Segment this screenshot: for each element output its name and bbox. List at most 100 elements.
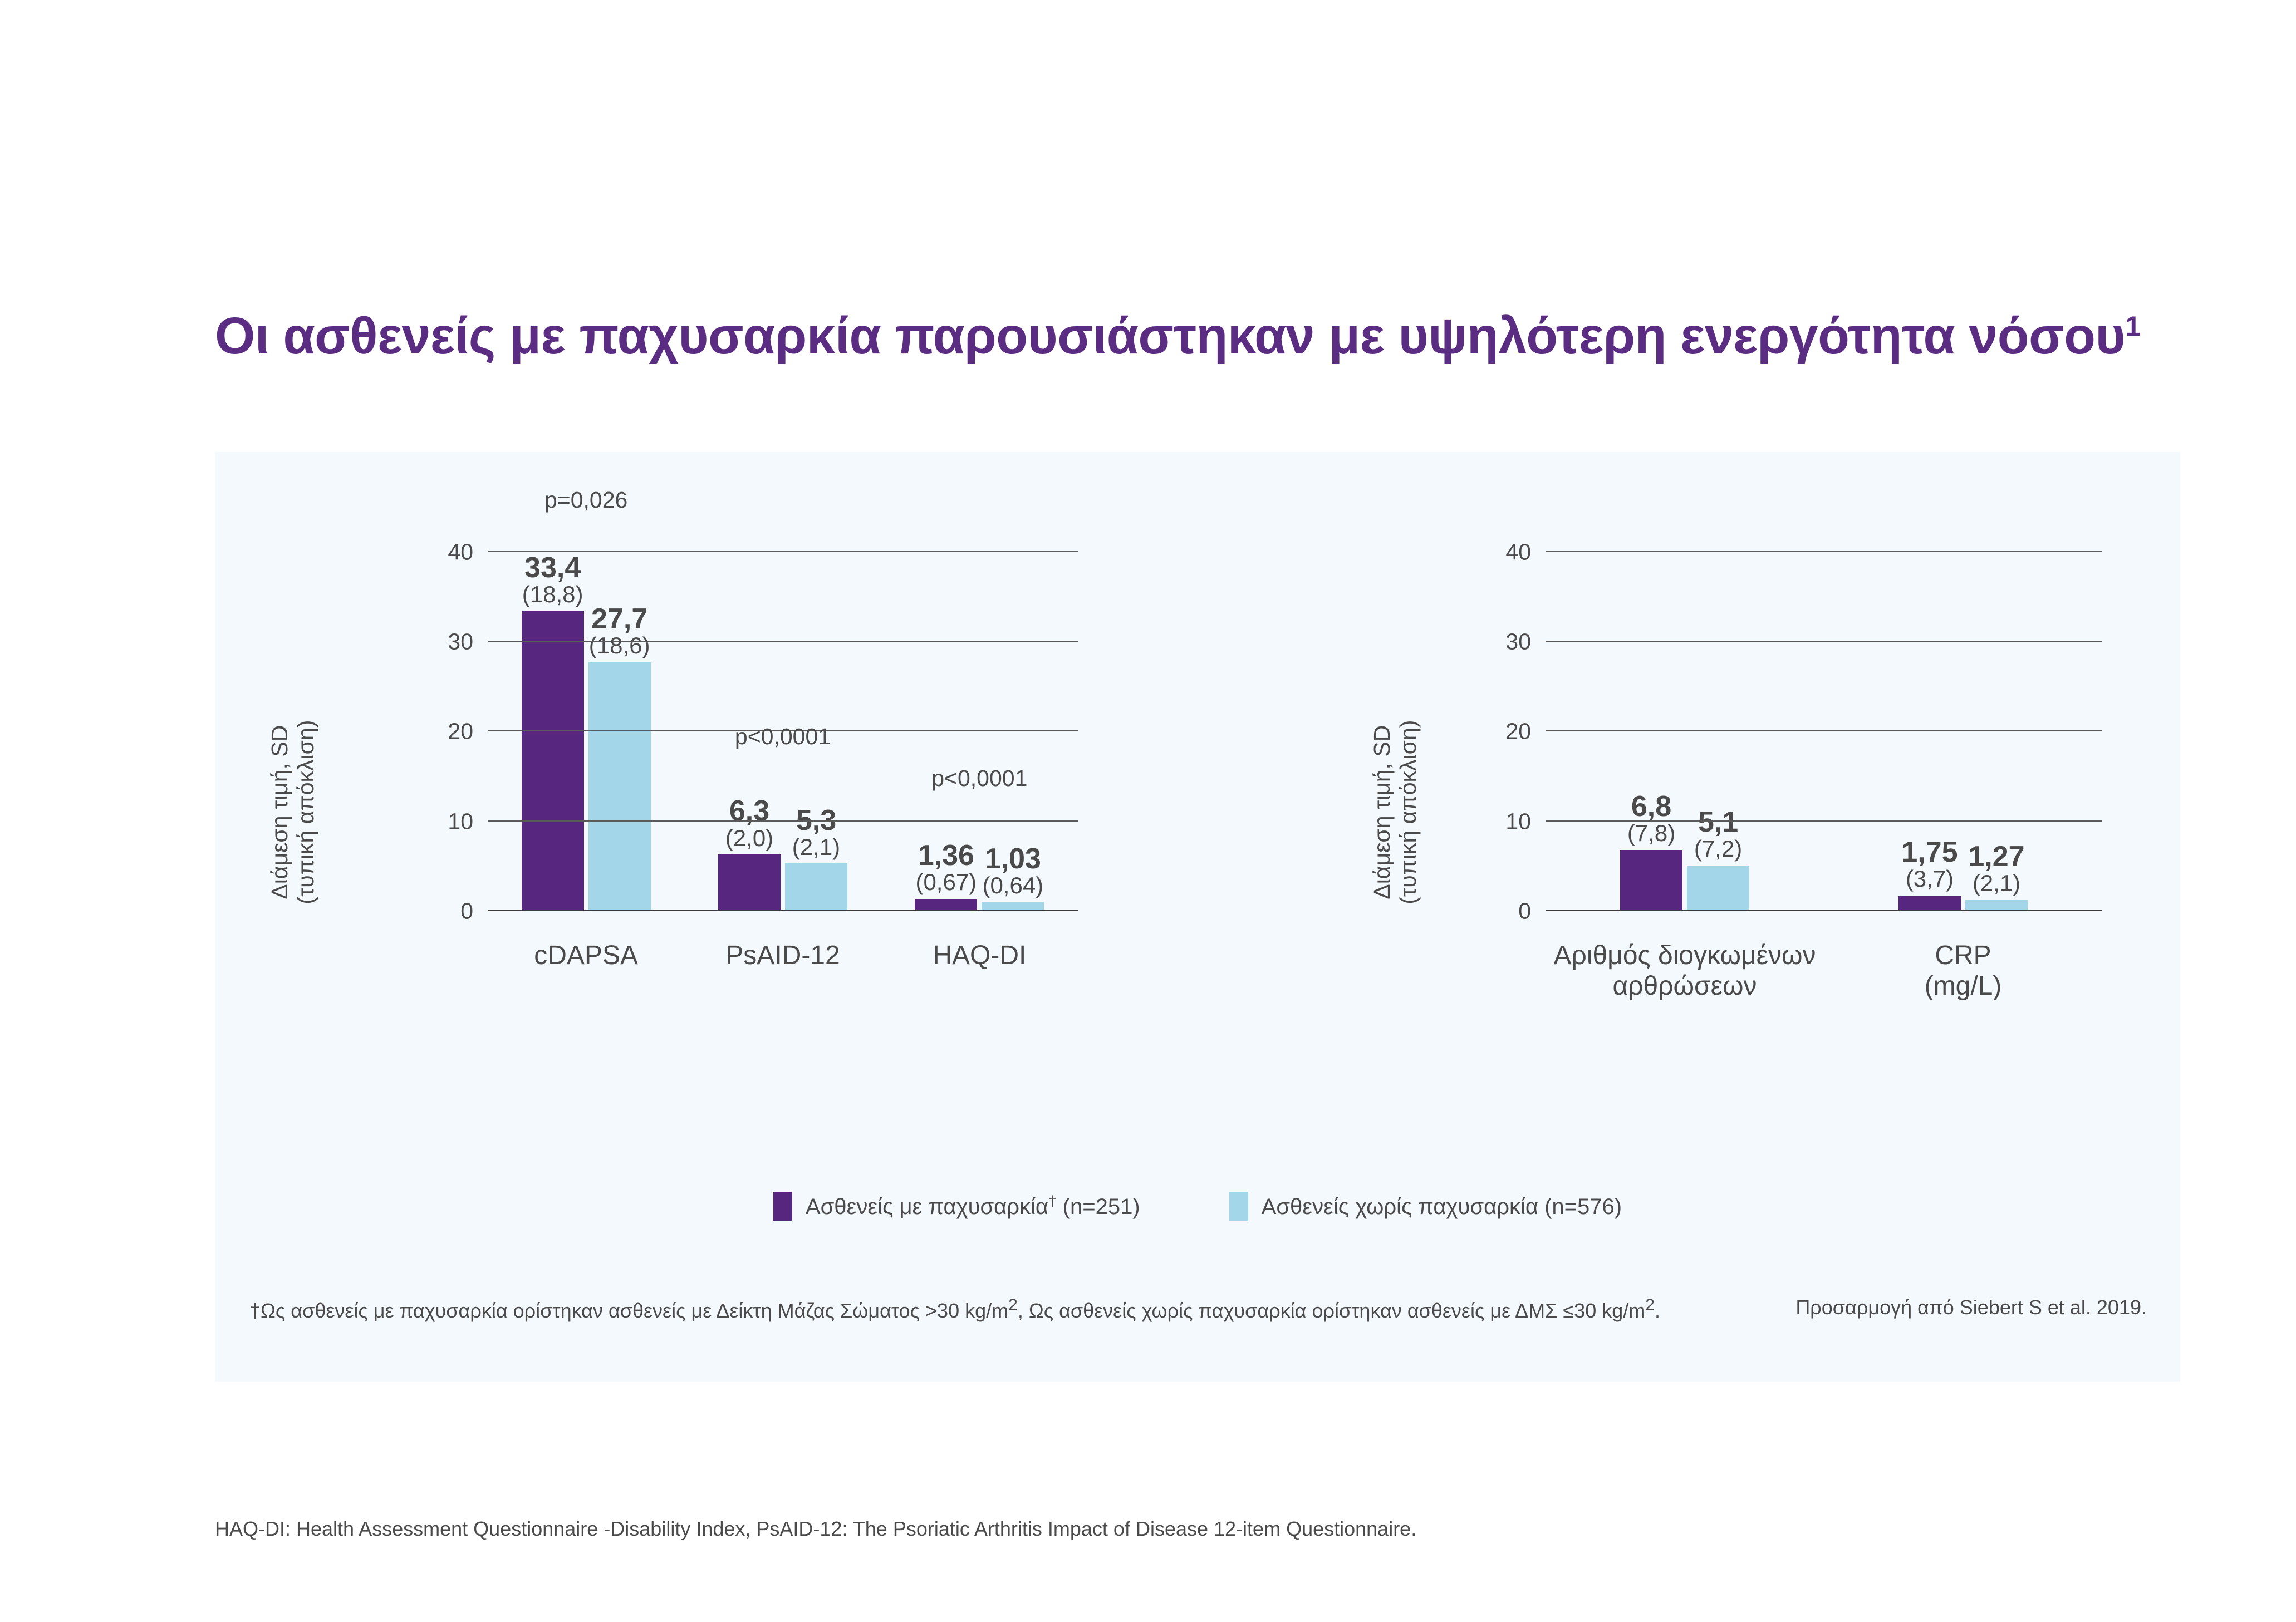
p-value-label: p<0,0001: [931, 765, 1028, 791]
footnote-definition: †Ως ασθενείς με παχυσαρκία ορίστηκαν ασθ…: [249, 1296, 1660, 1322]
y-tick-label-0: 0: [1518, 898, 1531, 924]
chart-panel: Διάμεση τιμή, SD (τυπική απόκλιση) 33,4(…: [215, 452, 2180, 1382]
x-tick-label: HAQ-DI: [933, 940, 1026, 971]
bar-nonobese[interactable]: [588, 662, 651, 911]
bar-value-label: 33,4 (18,8): [522, 553, 583, 607]
bar-sd: (2,1): [792, 833, 841, 860]
footnote-superscript: 2: [1645, 1296, 1655, 1314]
bar-sd: (18,8): [522, 581, 583, 608]
bar-value-label: 1,36 (0,67): [915, 841, 977, 894]
plot-area-right: 6,8 (7,8) 5,1 (7,2) 1,75 (3,7) 1,27 (2,1) 0 10 20…: [1505, 516, 2102, 1001]
bar-value: 1,36: [918, 839, 974, 872]
bar-nonobese[interactable]: [1965, 900, 2028, 911]
bar-value: 5,1: [1698, 805, 1739, 838]
bar-wrapper: 5,1 (7,2): [1687, 516, 1749, 911]
bar-nonobese[interactable]: [784, 863, 847, 911]
bar-value-label: 5,1 (7,2): [1694, 805, 1742, 861]
bar-obese[interactable]: [1620, 850, 1682, 911]
bar-value-label: 1,27 (2,1): [1968, 842, 2024, 896]
page-title-text: Οι ασθενείς με παχυσαρκία παρουσιάστηκαν…: [215, 307, 2126, 365]
bar-value-label: 27,7 (18,6): [589, 604, 650, 658]
bar-group: 6,8 (7,8) 5,1 (7,2): [1620, 516, 1749, 911]
chart-right: Διάμεση τιμή, SD (τυπική απόκλιση) 6,8 (7…: [1273, 452, 2180, 1382]
page-title: Οι ασθενείς με παχυσαρκία παρουσιάστηκαν…: [215, 307, 2163, 364]
bar-value: 1,75: [1901, 835, 1958, 868]
bar-value-label: 1,03 (0,64): [982, 844, 1043, 898]
p-value-label: p<0,0001: [734, 724, 831, 749]
x-tick-line: CRP: [1935, 941, 1991, 970]
bar-obese[interactable]: [718, 854, 781, 911]
legend-swatch: [773, 1192, 792, 1221]
y-tick-label-10: 10: [448, 808, 473, 834]
bar-sd: (0,67): [915, 869, 977, 896]
y-axis-title-left-line2: (τυπική απόκλιση): [293, 720, 318, 905]
x-tick-line: Αριθμός διογκωμένων: [1553, 941, 1816, 970]
x-tick-line: cDAPSA: [534, 941, 639, 970]
bar-group: 1,75 (3,7) 1,27 (2,1): [1898, 516, 2028, 911]
y-tick-label-30: 30: [1505, 628, 1531, 655]
gridline-0: 0: [1518, 898, 2102, 924]
bar-wrapper: 5,3 (2,1): [784, 516, 847, 911]
bar-sd: (2,0): [725, 824, 774, 851]
gridline-40: 40: [1505, 539, 2102, 564]
bar-wrapper: 1,36 (0,67): [915, 516, 978, 911]
bar-wrapper: 1,27 (2,1): [1965, 516, 2028, 911]
gridline-30: 30: [448, 628, 1078, 654]
bar-value: 6,3: [729, 795, 770, 828]
y-axis-title-left-line1: Διάμεση τιμή, SD: [266, 725, 292, 900]
y-tick-label-20: 20: [1505, 718, 1531, 744]
y-tick-label-10: 10: [1505, 808, 1531, 834]
gridline-0: 0: [460, 898, 1078, 924]
x-tick-label: CRP (mg/L): [1925, 940, 2002, 1001]
p-value-label: p=0,026: [544, 487, 628, 513]
bar-obese[interactable]: [915, 899, 978, 911]
bar-group: 1,36 (0,67) 1,03 (0,64): [915, 516, 1044, 911]
bar-group: 33,4 (18,8) 27,7 (18,6): [521, 516, 651, 911]
legend-item[interactable]: Ασθενείς με παχυσαρκία† (n=251): [773, 1192, 1140, 1221]
legend-label: Ασθενείς χωρίς παχυσαρκία (n=576): [1261, 1194, 1622, 1219]
bar-value: 1,03: [984, 842, 1041, 875]
y-axis-title-right-line2: (τυπική απόκλιση): [1395, 720, 1421, 905]
bar-obese[interactable]: [521, 611, 584, 911]
bar-sd: (0,64): [982, 872, 1044, 898]
y-axis-title-right: Διάμεση τιμή, SD (τυπική απόκλιση): [1369, 640, 1421, 985]
y-axis-title-right-line1: Διάμεση τιμή, SD: [1368, 725, 1395, 900]
bar-value-label: 6,8 (7,8): [1627, 792, 1675, 846]
legend-superscript: †: [1048, 1192, 1057, 1210]
bar-sd: (2,1): [1972, 869, 2021, 896]
bar-sd: (18,6): [588, 632, 650, 659]
bar-wrapper: 33,4 (18,8): [521, 516, 584, 911]
y-tick-label-40: 40: [1505, 539, 1531, 565]
bar-wrapper: 1,03 (0,64): [982, 516, 1044, 911]
bar-value: 6,8: [1631, 790, 1672, 823]
abbreviations-note: HAQ-DI: Health Assessment Questionnaire …: [215, 1517, 1417, 1540]
legend-label: Ασθενείς με παχυσαρκία† (n=251): [805, 1192, 1140, 1219]
y-tick-label-20: 20: [448, 718, 473, 744]
footnote-superscript: 2: [1008, 1296, 1018, 1314]
x-tick-line: PsAID-12: [725, 941, 840, 970]
bar-value: 5,3: [796, 804, 837, 837]
gridline-30: 30: [1505, 628, 2102, 654]
y-tick-label-0: 0: [460, 898, 473, 924]
bar-value: 1,27: [1968, 840, 2025, 873]
chart-legend: Ασθενείς με παχυσαρκία† (n=251) Ασθενείς …: [215, 1192, 2180, 1221]
bar-nonobese[interactable]: [982, 902, 1044, 911]
gridline-10: 10: [448, 808, 1078, 834]
bar-wrapper: 27,7 (18,6): [588, 516, 651, 911]
y-tick-label-40: 40: [448, 539, 473, 565]
bar-nonobese[interactable]: [1687, 865, 1749, 911]
bar-sd: (3,7): [1905, 865, 1954, 892]
gridline-10: 10: [1505, 808, 2102, 834]
page-title-superscript: 1: [2125, 311, 2141, 342]
bar-group: 6,3 (2,0) 5,3 (2,1): [718, 516, 847, 911]
legend-swatch: [1229, 1192, 1248, 1221]
plot-area-left: 33,4 (18,8) 27,7 (18,6) 6,3 (2,0) 5,3 (2,1) 1,36…: [448, 487, 1078, 970]
x-tick-label: Αριθμός διογκωμένων αρθρώσεων: [1554, 940, 1816, 1001]
legend-item[interactable]: Ασθενείς χωρίς παχυσαρκία (n=576): [1229, 1192, 1622, 1221]
bar-wrapper: 1,75 (3,7): [1898, 516, 1961, 911]
y-tick-label-30: 30: [448, 628, 473, 655]
bar-value-label: 6,3 (2,0): [725, 797, 773, 850]
bar-sd: (7,8): [1627, 820, 1676, 847]
bar-groups-right: 6,8 (7,8) 5,1 (7,2) 1,75 (3,7) 1,27 (2,1): [1546, 516, 2102, 911]
bar-obese[interactable]: [1898, 895, 1961, 911]
